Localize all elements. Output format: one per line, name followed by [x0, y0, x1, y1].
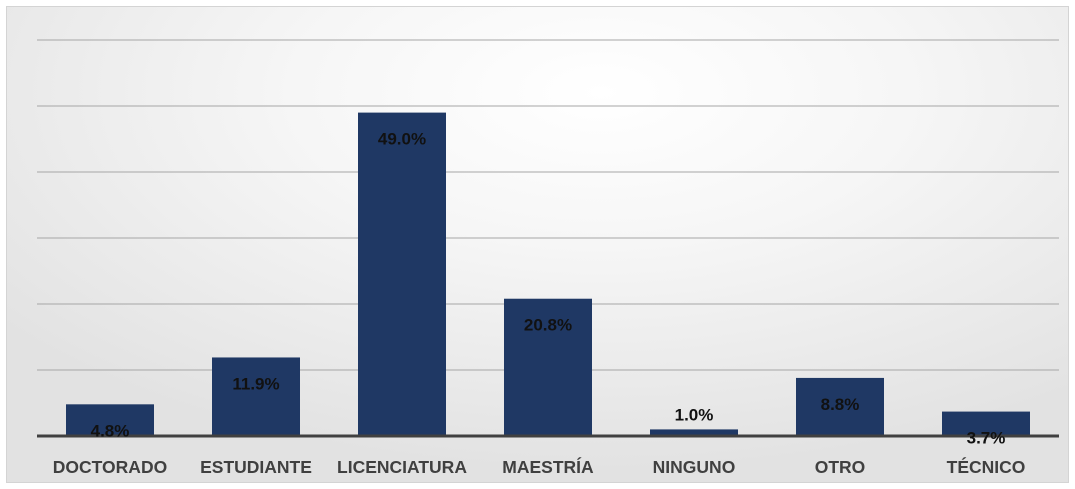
tick-label-tecnico: TÉCNICO — [947, 456, 1026, 477]
chart-area: 4.8% 11.9% 49.0% 20.8% 1.0% 8.8% 3.7% DOCTORAD… — [6, 6, 1069, 483]
x-tick-labels: DOCTORADO ESTUDIANTE LICENCIATURA MAESTRÍA N… — [53, 456, 1026, 477]
data-label-maestria: 20.8% — [524, 316, 572, 335]
tick-label-doctorado: DOCTORADO — [53, 457, 167, 477]
tick-label-estudiante: ESTUDIANTE — [200, 457, 312, 477]
tick-label-ninguno: NINGUNO — [653, 457, 736, 477]
data-label-otro: 8.8% — [821, 395, 860, 414]
data-label-estudiante: 11.9% — [232, 374, 279, 393]
data-labels: 4.8% 11.9% 49.0% 20.8% 1.0% 8.8% 3.7% — [91, 130, 1006, 448]
data-label-licenciatura: 49.0% — [378, 130, 426, 149]
bar-tecnico — [942, 411, 1030, 436]
data-label-doctorado: 4.8% — [91, 421, 130, 440]
gridlines — [37, 39, 1059, 371]
bars — [66, 112, 1030, 436]
bar-maestria — [504, 298, 592, 436]
bar-otro — [796, 377, 884, 436]
data-label-ninguno: 1.0% — [675, 405, 714, 424]
tick-label-otro: OTRO — [815, 457, 866, 477]
bar-licenciatura — [358, 112, 446, 436]
bar-ninguno — [650, 429, 738, 436]
tick-label-maestria: MAESTRÍA — [502, 456, 594, 477]
tick-label-licenciatura: LICENCIATURA — [337, 457, 467, 477]
bar-chart: 4.8% 11.9% 49.0% 20.8% 1.0% 8.8% 3.7% DOCTORAD… — [37, 39, 1059, 477]
bar-doctorado — [66, 404, 154, 436]
data-label-tecnico: 3.7% — [967, 429, 1006, 448]
bar-estudiante — [212, 357, 300, 436]
